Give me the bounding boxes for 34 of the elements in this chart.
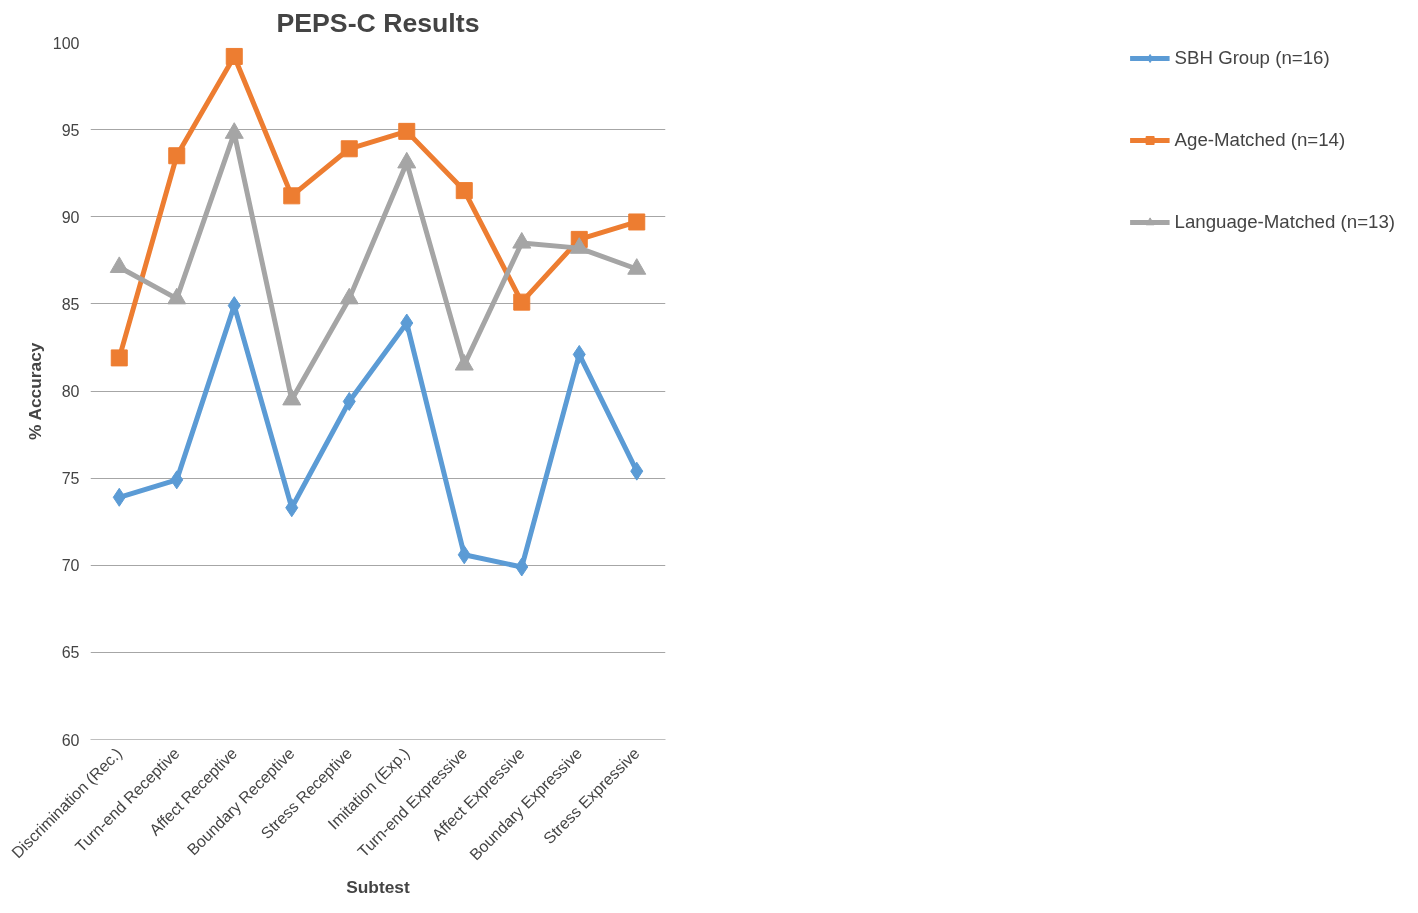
chart-title: PEPS-C Results [276, 7, 480, 38]
point [630, 461, 644, 481]
y-tick-label: 60 [61, 731, 80, 749]
legend-label: Language-Matched (n=13) [1174, 211, 1395, 233]
point [515, 557, 529, 577]
point [455, 182, 473, 200]
point [457, 545, 471, 565]
point [628, 213, 646, 231]
y-tick-label: 100 [52, 34, 80, 52]
x-axis-title: Subtest [346, 877, 410, 898]
y-axis-title: % Accuracy [24, 342, 45, 441]
y-tick-label: 80 [61, 383, 80, 400]
point [170, 470, 184, 490]
y-tick-label: 75 [61, 470, 80, 488]
legend-label: SBH Group (n=16) [1174, 47, 1330, 69]
point [168, 147, 186, 165]
point [572, 344, 586, 364]
legend-label: Age-Matched (n=14) [1174, 129, 1346, 151]
point [400, 313, 414, 333]
point [398, 122, 416, 140]
y-tick-label: 95 [61, 121, 80, 139]
point [285, 498, 299, 518]
point [110, 349, 128, 367]
point [225, 47, 243, 65]
point [283, 187, 301, 205]
point [342, 391, 356, 411]
point [112, 487, 126, 507]
point [227, 296, 241, 316]
point [340, 140, 358, 158]
y-tick-label: 65 [61, 644, 80, 662]
point [513, 293, 531, 311]
y-tick-label: 90 [61, 208, 80, 226]
y-tick-label: 70 [61, 557, 80, 575]
y-tick-label: 85 [61, 295, 80, 313]
